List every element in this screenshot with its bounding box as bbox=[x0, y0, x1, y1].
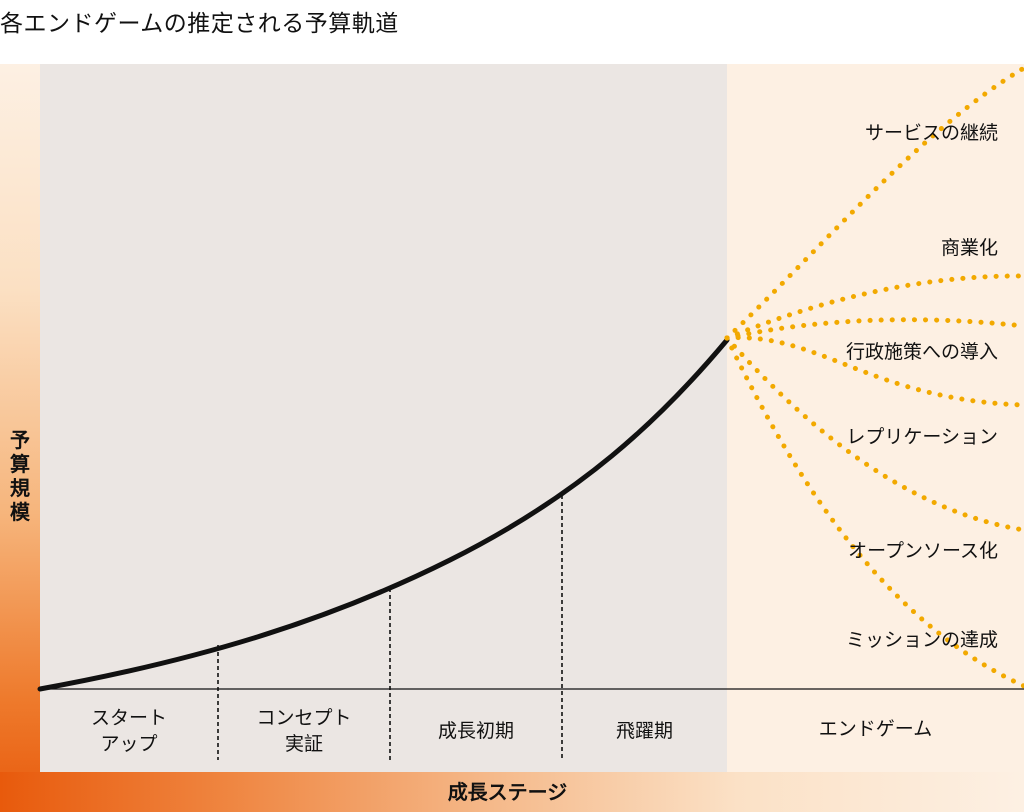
endgame-label-commercialization: 商業化 bbox=[940, 237, 998, 259]
endgame-label-mission-achieved: ミッションの達成 bbox=[845, 629, 998, 651]
endgame-label-replication: レプリケーション bbox=[846, 426, 998, 448]
stage-label-proof-of-concept: コンセプト 実証 bbox=[256, 707, 352, 755]
endgame-label-service-continuation: サービスの継続 bbox=[864, 122, 998, 144]
stage-label-endgame: エンドゲーム bbox=[818, 718, 933, 740]
x-axis-gradient-bar: 成長ステージ bbox=[0, 772, 1024, 812]
diagram-title: 各エンドゲームの推定される予算軌道 bbox=[0, 11, 399, 37]
trajectory-open-source bbox=[724, 335, 1024, 533]
budget-curve bbox=[37, 337, 730, 692]
y-axis-label: 予算規模 bbox=[10, 428, 30, 524]
endgame-label-policy-adoption: 行政施策への導入 bbox=[845, 341, 998, 363]
y-axis-gradient-bar: 予算規模 bbox=[0, 64, 40, 812]
x-axis-label: 成長ステージ bbox=[447, 780, 568, 804]
growth-stages-panel bbox=[40, 64, 727, 772]
stage-label-early-growth: 成長初期 bbox=[437, 720, 514, 742]
trajectory-mission-achieved bbox=[724, 335, 1024, 689]
trajectory-replication bbox=[724, 335, 1024, 408]
stage-label-startup: スタート アップ bbox=[90, 707, 167, 755]
trajectory-service-continuation bbox=[724, 65, 1024, 341]
trajectory-commercialization bbox=[724, 273, 1024, 341]
stage-label-scale-up: 飛躍期 bbox=[615, 720, 673, 742]
trajectory-policy-adoption bbox=[724, 317, 1024, 341]
endgame-label-open-source: オープンソース化 bbox=[848, 540, 998, 562]
endgame-panel bbox=[727, 64, 1024, 772]
